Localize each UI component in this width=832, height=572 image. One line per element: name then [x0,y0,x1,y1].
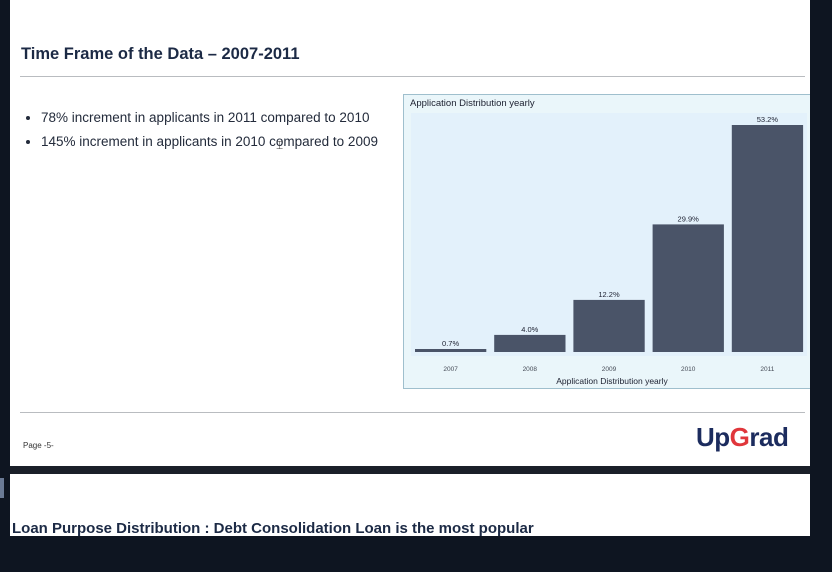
scroll-indicator[interactable] [0,478,4,498]
bullet-item: 78% increment in applicants in 2011 comp… [23,108,378,132]
title-divider [20,76,805,77]
slide-separator [10,466,810,474]
bar-2009 [573,299,645,352]
slide: Time Frame of the Data – 2007-2011 78% i… [10,0,810,466]
bars-group: 0.7% 2007 4.0% 2008 12.2% 2009 29.9% 2010 53.2% 2… [415,115,804,373]
x-tick-label-2007: 2007 [443,366,458,373]
x-tick-label-2009: 2009 [602,366,617,373]
bullet-list: 78% increment in applicants in 2011 comp… [23,108,378,156]
text-cursor-icon: ⌶ [276,138,284,152]
logo-part: Up [696,422,730,452]
chart-title: Application Distribution yearly [410,98,535,109]
x-tick-label-2011: 2011 [760,366,774,373]
chart-frame: Application Distribution yearly 0.7% 2007… [403,94,810,389]
data-label-2008: 4.0% [521,325,538,334]
bar-chart: Application Distribution yearly 0.7% 2007… [410,98,807,386]
data-label-2011: 53.2% [757,115,779,124]
x-tick-label-2008: 2008 [523,366,538,373]
bar-2010 [652,224,724,352]
upgrad-logo: UpGrad [696,422,789,453]
bar-2011 [731,125,804,352]
page-number: Page -5- [23,441,54,450]
bar-2007 [415,349,487,352]
footer-divider [20,412,805,413]
data-label-2010: 29.9% [678,214,700,223]
bullet-item: 145% increment in applicants in 2010 com… [23,132,378,156]
bar-2008 [494,334,566,352]
next-slide-title: Loan Purpose Distribution : Debt Consoli… [12,520,534,536]
logo-part: rad [749,422,789,452]
logo-part: G [729,422,750,452]
slide-title: Time Frame of the Data – 2007-2011 [21,45,300,63]
data-label-2009: 12.2% [598,290,620,299]
next-slide-preview[interactable]: Loan Purpose Distribution : Debt Consoli… [10,474,810,536]
data-label-2007: 0.7% [442,339,459,348]
x-axis-label: Application Distribution yearly [556,376,668,386]
x-tick-label-2010: 2010 [681,366,696,373]
